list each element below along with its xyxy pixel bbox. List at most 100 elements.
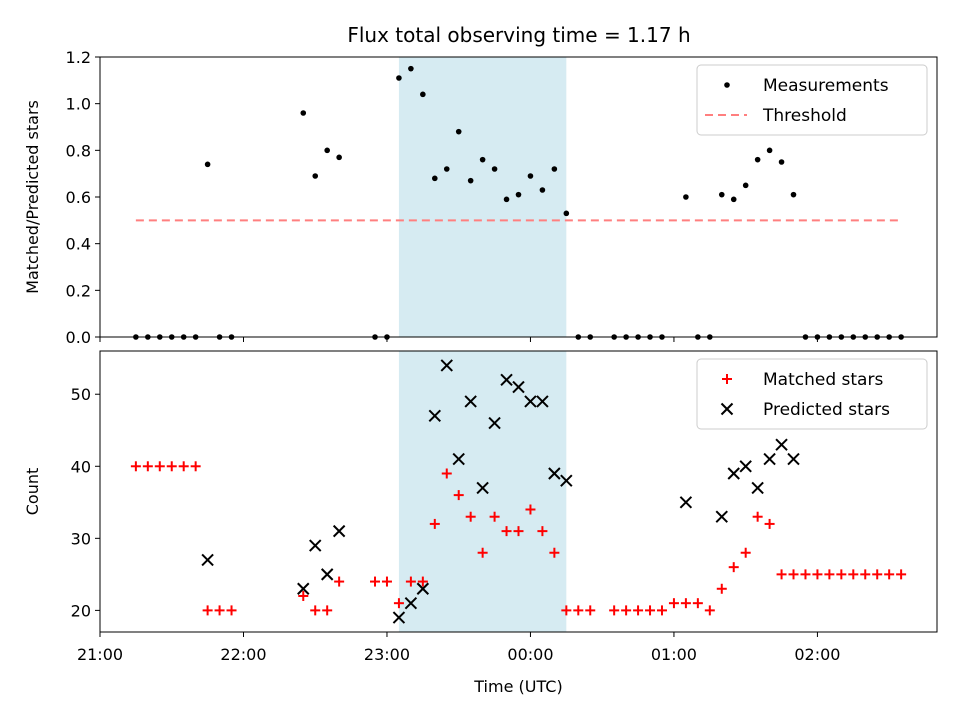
matched-star-point bbox=[812, 569, 823, 580]
matched-star-point bbox=[465, 511, 476, 522]
bottom-panel: 20 30 40 50 21:00 22:00 23:00 00:00 01:00 02:00 Co… bbox=[23, 350, 938, 696]
matched-star-point bbox=[692, 598, 703, 609]
measurement-point bbox=[766, 147, 773, 154]
predicted-star-point bbox=[536, 395, 549, 408]
matched-star-point bbox=[370, 576, 381, 587]
top-panel: 0.0 0.2 0.4 0.6 0.8 1.0 1.2 Matched/Predicted s… bbox=[23, 48, 938, 347]
y-tick-label: 1.0 bbox=[66, 95, 91, 114]
matched-star-point bbox=[848, 569, 859, 580]
matched-star-point bbox=[656, 605, 667, 616]
axes-frame bbox=[99, 350, 938, 633]
measurement-point bbox=[443, 166, 450, 172]
shaded-span bbox=[398, 57, 567, 337]
legend-marker bbox=[722, 374, 732, 384]
x-tick-label: 00:00 bbox=[507, 645, 553, 664]
predicted-star-point bbox=[297, 582, 310, 595]
measurement-point bbox=[408, 65, 414, 72]
measurement-point bbox=[204, 161, 211, 168]
measurement-point bbox=[790, 191, 797, 198]
measurement-point bbox=[479, 156, 486, 163]
measurement-point bbox=[551, 166, 558, 172]
x-tick-label: 01:00 bbox=[651, 645, 697, 664]
matched-star-point bbox=[525, 504, 536, 515]
measurement-point bbox=[754, 156, 761, 163]
predicted-star-point bbox=[548, 467, 561, 480]
matched-star-point bbox=[740, 547, 751, 558]
matched-star-point bbox=[633, 605, 644, 616]
matched-star-point bbox=[429, 518, 440, 529]
measurement-point bbox=[527, 173, 534, 179]
matched-star-point bbox=[609, 605, 620, 616]
measurement-point bbox=[503, 196, 510, 203]
legend-label: Predicted stars bbox=[763, 400, 890, 420]
matched-star-point bbox=[645, 605, 656, 616]
matched-star-point bbox=[489, 511, 500, 522]
predicted-star-point bbox=[452, 452, 465, 466]
predicted-star-point bbox=[751, 481, 764, 495]
measurement-point bbox=[718, 191, 725, 198]
predicted-star-point bbox=[320, 568, 334, 581]
measurement-point bbox=[730, 196, 737, 203]
predicted-star-point bbox=[560, 474, 573, 487]
matched-star-point bbox=[441, 468, 452, 479]
legend-box bbox=[696, 358, 928, 430]
legend-label: Measurements bbox=[763, 76, 889, 96]
matched-star-point bbox=[573, 605, 584, 616]
predicted-star-point bbox=[309, 539, 322, 552]
y-tick-label: 40 bbox=[71, 457, 91, 476]
predicted-star-point bbox=[524, 395, 537, 408]
y-tick-label: 50 bbox=[71, 385, 91, 404]
predicted-star-point bbox=[500, 373, 513, 387]
y-tick-label: 0.0 bbox=[66, 328, 91, 347]
y-tick-label: 30 bbox=[71, 529, 91, 548]
matched-star-point bbox=[190, 461, 201, 472]
predicted-star-point bbox=[512, 380, 525, 394]
predicted-star-point bbox=[476, 481, 489, 495]
x-tick-label: 23:00 bbox=[364, 645, 410, 664]
matched-star-point bbox=[824, 569, 835, 580]
matched-star-point bbox=[896, 569, 907, 580]
matched-star-point bbox=[884, 569, 895, 580]
x-axis-label: Time (UTC) bbox=[473, 677, 562, 696]
matched-star-point bbox=[764, 518, 775, 529]
y-tick-label: 0.8 bbox=[66, 141, 91, 160]
predicted-star-point bbox=[428, 409, 442, 423]
matched-star-point bbox=[417, 576, 428, 587]
predicted-star-point bbox=[739, 460, 752, 473]
predicted-star-point bbox=[775, 438, 788, 451]
matched-star-point bbox=[716, 583, 727, 594]
matched-star-point bbox=[477, 547, 488, 558]
chart-title: Flux total observing time = 1.17 h bbox=[347, 23, 690, 47]
y-axis-label: Count bbox=[23, 468, 42, 516]
matched-star-point bbox=[393, 598, 404, 609]
x-tick-label: 02:00 bbox=[794, 645, 840, 664]
measurement-point bbox=[539, 187, 546, 193]
measurement-point bbox=[312, 173, 319, 179]
matched-star-point bbox=[142, 461, 153, 472]
predicted-star-point bbox=[715, 510, 728, 523]
predicted-star-point bbox=[763, 452, 776, 466]
matched-star-point bbox=[680, 598, 691, 609]
matched-star-point bbox=[513, 526, 524, 537]
matched-star-point bbox=[800, 569, 811, 580]
x-tick-label: 21:00 bbox=[77, 645, 123, 664]
matched-star-point bbox=[405, 576, 416, 587]
matched-star-point bbox=[537, 526, 548, 537]
measurement-point bbox=[683, 194, 689, 200]
measurement-point bbox=[491, 166, 498, 172]
predicted-star-point bbox=[404, 596, 418, 610]
legend-marker bbox=[720, 402, 734, 416]
predicted-star-point bbox=[392, 611, 406, 624]
matched-star-point bbox=[322, 605, 333, 616]
measurement-point bbox=[467, 177, 474, 184]
measurement-point bbox=[396, 75, 402, 81]
y-tick-label: 20 bbox=[71, 601, 91, 620]
matched-star-point bbox=[585, 605, 596, 616]
legend-label: Threshold bbox=[762, 106, 847, 126]
legend-label: Matched stars bbox=[763, 370, 883, 390]
measurement-point bbox=[455, 128, 462, 135]
matched-star-point bbox=[226, 605, 237, 616]
matched-star-point bbox=[860, 569, 871, 580]
matched-star-point bbox=[334, 576, 345, 587]
measurement-point bbox=[515, 191, 522, 198]
